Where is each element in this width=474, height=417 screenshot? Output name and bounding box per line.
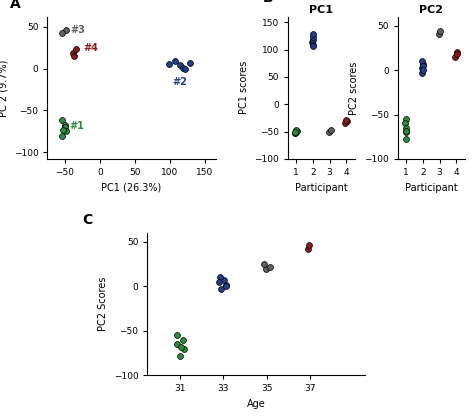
Point [419, 62, 427, 69]
Point [292, 130, 299, 137]
Point [419, 58, 426, 65]
Point [62, 27, 70, 33]
Point [260, 261, 267, 267]
Point [402, 129, 410, 136]
Point [306, 242, 313, 249]
Point [222, 283, 229, 290]
Point [62, 127, 70, 134]
Point [186, 59, 194, 66]
X-axis label: Participant: Participant [295, 183, 347, 193]
Point [327, 127, 334, 133]
Point [176, 62, 184, 68]
Point [59, 126, 67, 133]
Point [309, 41, 317, 48]
Point [436, 28, 443, 34]
Y-axis label: PC 2 (9.7%): PC 2 (9.7%) [0, 59, 8, 116]
Point [342, 116, 350, 123]
Point [419, 69, 426, 76]
Point [179, 64, 187, 71]
Point [59, 132, 66, 139]
Point [453, 49, 461, 55]
Point [292, 127, 300, 133]
Point [173, 341, 181, 347]
Point [58, 117, 66, 124]
Point [62, 124, 69, 131]
Point [292, 128, 300, 135]
Point [309, 31, 317, 38]
Point [292, 129, 299, 136]
Y-axis label: PC1 scores: PC1 scores [238, 61, 249, 114]
X-axis label: PC1 (26.3%): PC1 (26.3%) [101, 183, 162, 193]
Point [401, 120, 409, 127]
Point [310, 43, 317, 50]
Point [402, 136, 410, 143]
Point [419, 60, 427, 67]
Point [263, 265, 270, 272]
Point [435, 31, 442, 38]
Point [173, 332, 181, 339]
Y-axis label: PC2 Scores: PC2 Scores [98, 277, 108, 332]
Title: PC1: PC1 [309, 5, 333, 15]
Text: #1: #1 [70, 121, 85, 131]
Point [293, 127, 301, 134]
Point [402, 125, 410, 131]
Text: #4: #4 [83, 43, 98, 53]
Point [418, 65, 426, 72]
Y-axis label: PC2 scores: PC2 scores [348, 61, 358, 115]
Point [172, 58, 179, 64]
Point [165, 60, 173, 67]
Point [419, 67, 427, 73]
Point [220, 277, 228, 284]
Point [453, 51, 461, 58]
Point [267, 264, 274, 270]
Point [304, 246, 312, 252]
Point [341, 120, 349, 127]
Text: B: B [263, 0, 273, 5]
Point [309, 34, 317, 40]
Point [217, 274, 224, 281]
Text: A: A [10, 0, 21, 11]
Point [222, 281, 230, 288]
Point [59, 29, 66, 36]
Point [402, 116, 410, 122]
X-axis label: Participant: Participant [405, 183, 457, 193]
Point [180, 337, 187, 343]
Point [402, 127, 410, 134]
Point [291, 129, 299, 136]
Point [308, 39, 316, 46]
Text: #3: #3 [71, 25, 85, 35]
Point [216, 279, 223, 285]
Point [71, 53, 78, 59]
Point [72, 46, 80, 53]
Point [69, 49, 77, 56]
Point [177, 344, 185, 350]
Text: #2: #2 [172, 77, 187, 87]
Point [181, 66, 189, 73]
Point [176, 352, 183, 359]
Title: PC2: PC2 [419, 5, 443, 15]
Point [218, 286, 225, 292]
Point [325, 128, 333, 135]
Point [309, 36, 316, 43]
Point [452, 53, 459, 60]
Point [61, 121, 69, 128]
Text: C: C [82, 214, 92, 227]
Point [343, 117, 350, 124]
Point [180, 345, 188, 352]
X-axis label: Age: Age [246, 399, 265, 409]
